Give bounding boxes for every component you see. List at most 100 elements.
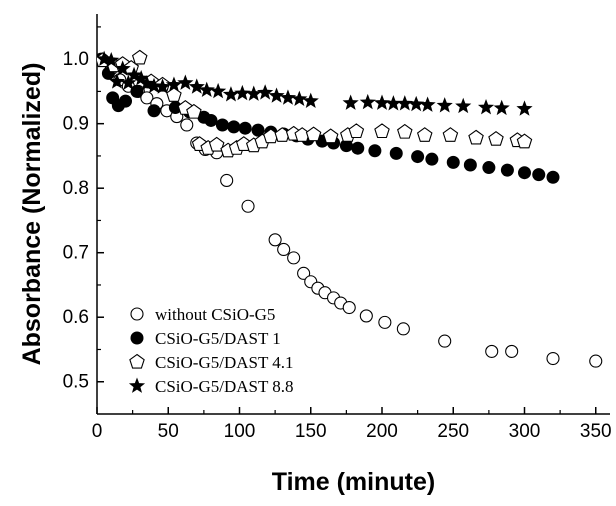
data-point (438, 334, 452, 348)
data-point (180, 118, 194, 132)
data-point (477, 99, 495, 115)
data-point (359, 309, 373, 323)
data-point (408, 95, 425, 112)
data-point (485, 344, 499, 358)
legend-label: without CSiO-G5 (155, 305, 275, 324)
data-point (251, 123, 265, 137)
data-point (291, 90, 308, 107)
data-point (493, 99, 510, 116)
data-point (166, 87, 182, 102)
data-point (138, 75, 155, 91)
data-point (378, 315, 392, 329)
data-point (419, 96, 436, 112)
y-tick-label: 0.8 (63, 178, 89, 199)
data-point (396, 322, 410, 336)
data-point (279, 89, 297, 105)
y-tick-label: 1.0 (63, 49, 89, 70)
data-point (177, 74, 194, 90)
data-point (468, 129, 484, 145)
data-point (215, 118, 229, 132)
data-point (220, 173, 234, 188)
data-point (397, 123, 413, 139)
legend: without CSiO-G5 CSiO-G5/DAST 1 CSiO-G5/DAS… (128, 305, 294, 396)
data-point (130, 84, 144, 98)
x-tick-label: 100 (224, 421, 256, 442)
data-point (359, 93, 376, 110)
data-point (241, 199, 255, 213)
data-point (257, 84, 274, 100)
data-point (546, 170, 560, 184)
data-point (222, 86, 240, 102)
data-point (389, 146, 403, 160)
data-point (416, 127, 433, 142)
data-point (210, 82, 227, 99)
data-point (342, 300, 356, 315)
data-point (114, 60, 131, 76)
data-point (125, 66, 143, 83)
y-tick-label: 0.9 (63, 114, 89, 135)
data-point (463, 158, 477, 172)
data-points (97, 49, 603, 368)
y-axis-title: Absorbance (Normalized) (18, 63, 46, 366)
data-point (145, 77, 163, 94)
data-point (411, 150, 425, 164)
data-point (188, 78, 205, 94)
data-point (302, 92, 319, 108)
data-point (516, 133, 533, 149)
data-point (322, 128, 339, 144)
data-point (500, 163, 514, 177)
data-point (305, 126, 322, 142)
data-point (103, 51, 120, 68)
x-tick-label: 0 (92, 421, 103, 442)
legend-label: CSiO-G5/DAST 8.8 (155, 377, 294, 396)
data-point (108, 73, 126, 89)
legend-marker (128, 377, 146, 393)
data-point (238, 121, 252, 135)
data-point (396, 95, 413, 111)
data-point (373, 94, 391, 110)
legend-label: CSiO-G5/DAST 4.1 (155, 353, 294, 372)
series-4 (97, 50, 533, 116)
data-point (348, 123, 365, 139)
data-point (133, 70, 150, 86)
legend-marker (130, 331, 144, 345)
data-point (245, 85, 262, 101)
data-point (297, 266, 311, 280)
data-point (516, 100, 533, 116)
x-tick-label: 50 (158, 421, 179, 442)
y-tick-label: 0.6 (63, 307, 89, 328)
data-point (482, 161, 496, 175)
data-point (186, 103, 202, 119)
data-point (532, 168, 546, 182)
data-point (368, 144, 382, 158)
data-point (154, 78, 171, 94)
data-point (119, 94, 132, 108)
data-point (385, 95, 402, 111)
data-point (147, 104, 161, 118)
data-point (488, 130, 504, 146)
data-point (268, 233, 282, 247)
data-point (140, 91, 154, 105)
data-point (436, 97, 453, 113)
series-2 (97, 52, 560, 184)
x-tick-label: 250 (437, 421, 469, 442)
legend-marker (130, 307, 144, 321)
data-point (120, 74, 137, 90)
data-point (425, 152, 439, 166)
data-point (198, 81, 215, 98)
data-point (227, 120, 241, 134)
x-tick-label: 300 (509, 421, 541, 442)
data-point (374, 123, 390, 139)
data-point (268, 87, 285, 103)
x-tick-label: 350 (580, 421, 612, 442)
legend-label: CSiO-G5/DAST 1 (155, 329, 281, 348)
data-point (342, 94, 359, 110)
data-point (505, 344, 519, 358)
data-point (204, 113, 218, 127)
data-point (339, 139, 353, 153)
data-point (589, 354, 603, 368)
x-axis-title: Time (minute) (272, 468, 435, 496)
data-point (455, 97, 472, 114)
y-tick-label: 0.7 (63, 243, 89, 264)
